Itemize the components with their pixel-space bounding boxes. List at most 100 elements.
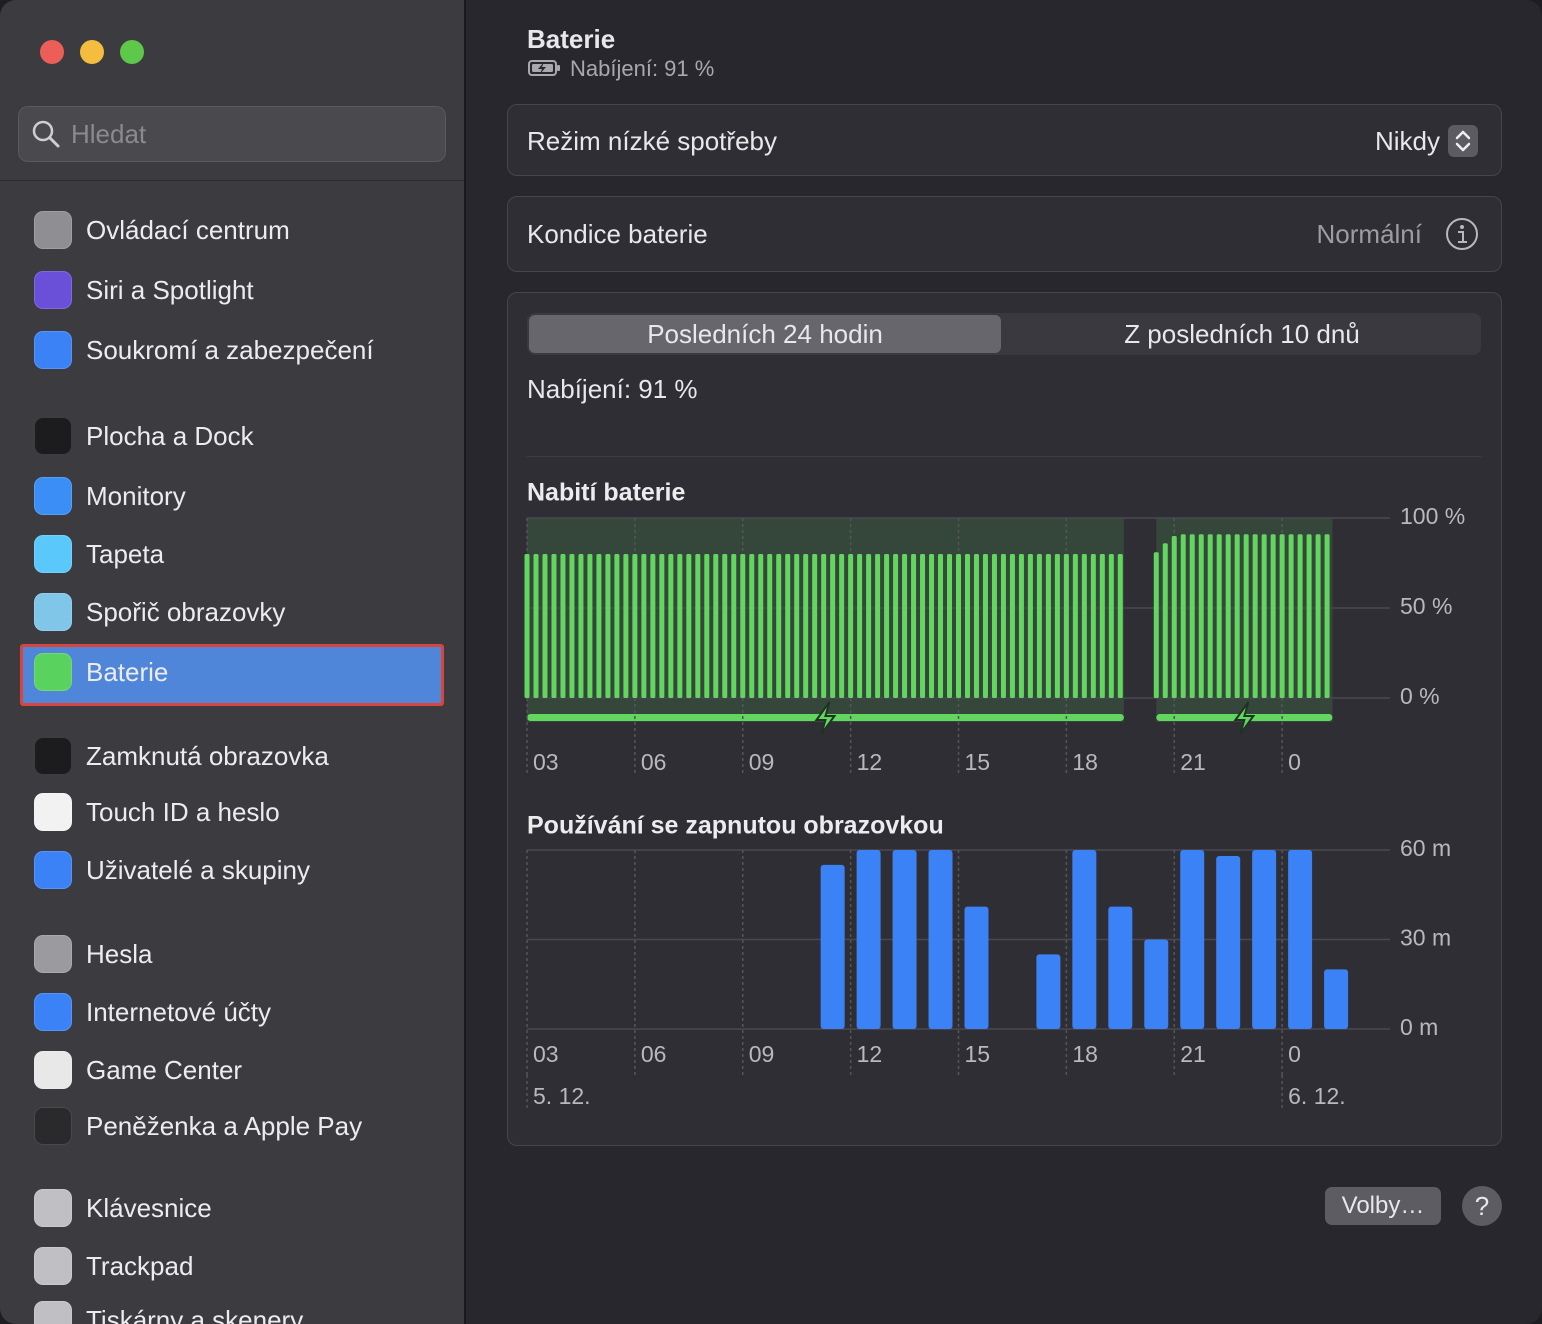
bar	[1063, 554, 1069, 698]
sidebar-icon	[34, 211, 72, 249]
sidebar-item[interactable]: Klávesnice	[86, 1193, 212, 1223]
sidebar-item[interactable]: Tapeta	[86, 539, 165, 569]
bar	[713, 554, 719, 698]
bar	[596, 554, 602, 698]
sidebar-item[interactable]: Tiskárny a skenery	[86, 1305, 304, 1324]
sidebar-item[interactable]: Uživatelé a skupiny	[86, 855, 310, 885]
sidebar-item[interactable]: Trackpad	[86, 1251, 194, 1281]
bar	[650, 554, 656, 698]
bar	[911, 554, 917, 698]
bar	[892, 850, 917, 1029]
bar	[641, 554, 647, 698]
sidebar-icon	[34, 935, 72, 973]
bar	[1027, 554, 1033, 698]
bar	[803, 554, 809, 698]
tab[interactable]: Posledních 24 hodin	[647, 319, 883, 349]
sidebar-item[interactable]: Monitory	[86, 481, 186, 511]
stepper[interactable]	[1448, 125, 1478, 157]
sidebar-item[interactable]: Game Center	[86, 1055, 243, 1085]
bar	[704, 554, 710, 698]
sidebar-item[interactable]: Baterie	[86, 657, 169, 687]
battery-status: Nabíjení: 91 %	[570, 56, 715, 81]
bar	[1081, 554, 1087, 698]
bar	[587, 554, 593, 698]
y-tick-label: 30 m	[1400, 925, 1451, 951]
tab[interactable]: Z posledních 10 dnů	[1124, 319, 1360, 349]
sidebar-icon	[34, 993, 72, 1031]
search-placeholder: Hledat	[71, 119, 147, 149]
bar	[1153, 552, 1159, 698]
bar	[668, 554, 674, 698]
sidebar-item[interactable]: Touch ID a heslo	[86, 797, 280, 827]
bar	[560, 554, 566, 698]
options-button[interactable]: Volby…	[1325, 1187, 1441, 1225]
bar	[902, 554, 908, 698]
sidebar-item[interactable]: Peněženka a Apple Pay	[86, 1111, 363, 1141]
sidebar-item[interactable]: Internetové účty	[86, 997, 271, 1027]
sidebar-icon	[34, 331, 72, 369]
sidebar-item[interactable]: Ovládací centrum	[86, 215, 290, 245]
bar	[695, 554, 701, 698]
bar	[1324, 534, 1330, 698]
bar	[569, 554, 575, 698]
battery-icon	[528, 60, 560, 76]
x-tick-label: 18	[1072, 1041, 1098, 1067]
sidebar-icon	[34, 1189, 72, 1227]
search-field[interactable]: Hledat	[18, 106, 446, 162]
bar	[920, 554, 926, 698]
help-button[interactable]: ?	[1462, 1186, 1502, 1226]
bar	[758, 554, 764, 698]
bar	[947, 554, 953, 698]
bar	[677, 554, 683, 698]
bar	[929, 554, 935, 698]
x-tick-label: 21	[1180, 1041, 1206, 1067]
separator	[527, 456, 1481, 457]
date-label: 5. 12.	[533, 1083, 591, 1109]
sidebar-item[interactable]: Plocha a Dock	[86, 421, 254, 451]
bar	[1243, 534, 1249, 698]
sidebar-item[interactable]: Siri a Spotlight	[86, 275, 254, 305]
bar	[973, 554, 979, 698]
page-title: Baterie	[527, 24, 616, 54]
y-tick-label: 0 %	[1400, 683, 1440, 709]
bar	[1108, 906, 1133, 1029]
sidebar-item[interactable]: Hesla	[86, 939, 153, 969]
separator	[0, 180, 464, 181]
bar	[578, 554, 584, 698]
info-button[interactable]	[1445, 217, 1479, 251]
close-button[interactable]	[40, 40, 64, 64]
bar	[1324, 969, 1349, 1029]
sidebar-icon	[34, 417, 72, 455]
sidebar-item[interactable]: Soukromí a zabezpečení	[86, 335, 374, 365]
y-tick-label: 100 %	[1400, 503, 1465, 529]
bar	[1144, 939, 1169, 1029]
bar	[1288, 534, 1294, 698]
bar	[1072, 850, 1097, 1029]
zoom-button[interactable]	[120, 40, 144, 64]
sidebar-list: Ovládací centrum Siri a Spotlight Soukromí…	[0, 181, 464, 1324]
x-tick-label: 18	[1072, 749, 1098, 775]
bar	[614, 554, 620, 698]
bar	[1090, 554, 1096, 698]
minimize-button[interactable]	[80, 40, 104, 64]
bar	[1162, 543, 1168, 698]
bar	[964, 906, 989, 1029]
bar	[928, 850, 953, 1029]
bar	[740, 554, 746, 698]
setting-value[interactable]: Nikdy	[1374, 126, 1440, 156]
bar	[1225, 534, 1231, 698]
sidebar-item[interactable]: Zamknutá obrazovka	[86, 741, 329, 771]
sidebar-item[interactable]: Spořič obrazovky	[86, 597, 286, 627]
x-tick-label: 12	[857, 1041, 883, 1067]
sidebar-icon	[34, 1107, 72, 1145]
bar	[1000, 554, 1006, 698]
bar	[1315, 534, 1321, 698]
bar	[821, 554, 827, 698]
bar	[964, 554, 970, 698]
bar	[551, 554, 557, 698]
charging-icon	[1233, 701, 1256, 735]
bar	[812, 554, 818, 698]
x-tick-label: 03	[533, 1041, 559, 1067]
bar	[1189, 534, 1195, 698]
